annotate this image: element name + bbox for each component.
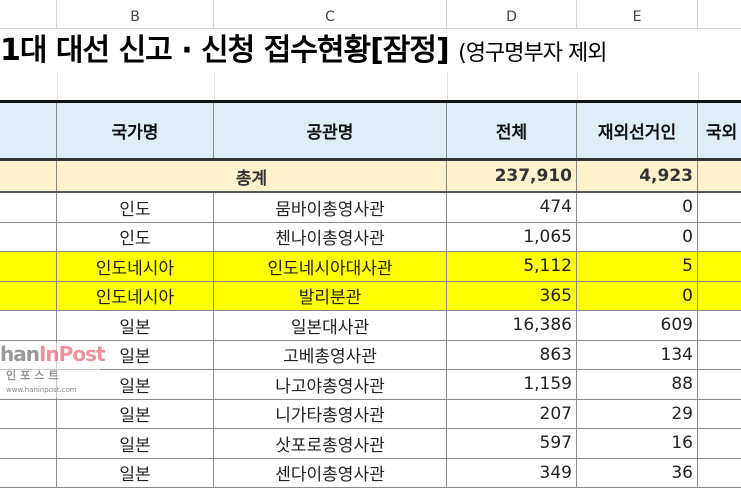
cell-total[interactable]: 863 (447, 341, 577, 370)
cell-a[interactable] (0, 459, 57, 488)
cell-overseas-voters[interactable]: 88 (577, 370, 698, 399)
cell-a[interactable] (0, 223, 57, 252)
sheet-title: 1대 대선 신고 · 신청 접수현황[잠정] (영구명부자 제외 (0, 30, 606, 75)
cell-a[interactable] (0, 400, 57, 429)
header-abroad[interactable]: 국외 (698, 103, 741, 158)
cell-mission[interactable]: 발리분관 (214, 282, 447, 311)
cell-mission[interactable]: 고베총영사관 (214, 341, 447, 370)
column-header-bar: B C D E (0, 0, 741, 29)
cell-mission[interactable]: 인도네시아대사관 (214, 252, 447, 281)
cell-overseas-voters[interactable]: 0 (577, 223, 698, 252)
cell-overseas-voters[interactable]: 0 (577, 282, 698, 311)
cell-abroad[interactable] (698, 311, 741, 340)
cell-total[interactable]: 349 (447, 459, 577, 488)
cell-total[interactable]: 474 (447, 193, 577, 222)
watermark-korean: 인포스트 (6, 369, 62, 382)
cell-mission[interactable]: 첸나이총영사관 (214, 223, 447, 252)
total-overseas-voters[interactable]: 4,923 (577, 161, 698, 191)
cell-country[interactable]: 인도 (57, 193, 214, 222)
cell-abroad[interactable] (698, 459, 741, 488)
cell-overseas-voters[interactable]: 5 (577, 252, 698, 281)
cell-country[interactable]: 일본 (57, 400, 214, 429)
cell-a[interactable] (0, 193, 57, 222)
cell-overseas-voters[interactable]: 29 (577, 400, 698, 429)
cell-abroad[interactable] (698, 282, 741, 311)
subtitle-text: (영구명부자 제외 (458, 41, 606, 66)
cell-abroad[interactable] (698, 370, 741, 399)
cell-country[interactable]: 인도 (57, 223, 214, 252)
cell-total[interactable]: 5,112 (447, 252, 577, 281)
cell-abroad[interactable] (698, 400, 741, 429)
cell-total[interactable]: 365 (447, 282, 577, 311)
cell-mission[interactable]: 뭄바이총영사관 (214, 193, 447, 222)
cell-abroad[interactable] (698, 341, 741, 370)
cell-total[interactable]: 1,159 (447, 370, 577, 399)
watermark-logo: hanInPost 인포스트 www.haninpost.com (0, 342, 100, 398)
cell-a[interactable] (0, 282, 57, 311)
column-header-e[interactable]: E (577, 0, 698, 28)
cell-a[interactable] (0, 311, 57, 340)
column-header-d[interactable]: D (447, 0, 577, 28)
cell-abroad[interactable] (698, 429, 741, 458)
column-header-a[interactable] (0, 0, 57, 28)
column-header-b[interactable]: B (57, 0, 214, 28)
header-country[interactable]: 국가명 (57, 103, 214, 158)
cell-overseas-voters[interactable]: 134 (577, 341, 698, 370)
cell-total[interactable]: 207 (447, 400, 577, 429)
watermark-url: www.haninpost.com (6, 386, 77, 395)
total-abroad[interactable] (698, 161, 741, 191)
cell-mission[interactable]: 니가타총영사관 (214, 400, 447, 429)
column-header-f[interactable] (698, 0, 741, 28)
cell-abroad[interactable] (698, 193, 741, 222)
cell-mission[interactable]: 센다이총영사관 (214, 459, 447, 488)
cell-a[interactable] (0, 252, 57, 281)
total-value[interactable]: 237,910 (447, 161, 577, 191)
cell-overseas-voters[interactable]: 16 (577, 429, 698, 458)
cell-overseas-voters[interactable]: 0 (577, 193, 698, 222)
cell-abroad[interactable] (698, 252, 741, 281)
total-cell-a[interactable] (0, 161, 57, 191)
cell-abroad[interactable] (698, 223, 741, 252)
cell-mission[interactable]: 일본대사관 (214, 311, 447, 340)
cell-overseas-voters[interactable]: 36 (577, 459, 698, 488)
cell-country[interactable]: 인도네시아 (57, 282, 214, 311)
cell-total[interactable]: 597 (447, 429, 577, 458)
cell-mission[interactable]: 삿포로총영사관 (214, 429, 447, 458)
header-cell-a[interactable] (0, 103, 57, 158)
cell-overseas-voters[interactable]: 609 (577, 311, 698, 340)
cell-total[interactable]: 16,386 (447, 311, 577, 340)
cell-country[interactable]: 일본 (57, 311, 214, 340)
cell-a[interactable] (0, 429, 57, 458)
title-text: 1대 대선 신고 · 신청 접수현황[잠정] (0, 33, 449, 68)
total-row: 총계 237,910 4,923 (0, 161, 741, 193)
table-header-row: 국가명 공관명 전체 재외선거인 국외 (0, 100, 741, 161)
total-label[interactable]: 총계 (57, 161, 447, 191)
cell-country[interactable]: 인도네시아 (57, 252, 214, 281)
cell-country[interactable]: 일본 (57, 459, 214, 488)
cell-country[interactable]: 일본 (57, 429, 214, 458)
header-overseas-voters[interactable]: 재외선거인 (577, 103, 698, 158)
watermark-logo-text: hanInPost (0, 342, 105, 366)
column-header-c[interactable]: C (214, 0, 447, 28)
header-mission[interactable]: 공관명 (214, 103, 447, 158)
cell-mission[interactable]: 나고야총영사관 (214, 370, 447, 399)
cell-total[interactable]: 1,065 (447, 223, 577, 252)
header-total[interactable]: 전체 (447, 103, 577, 158)
